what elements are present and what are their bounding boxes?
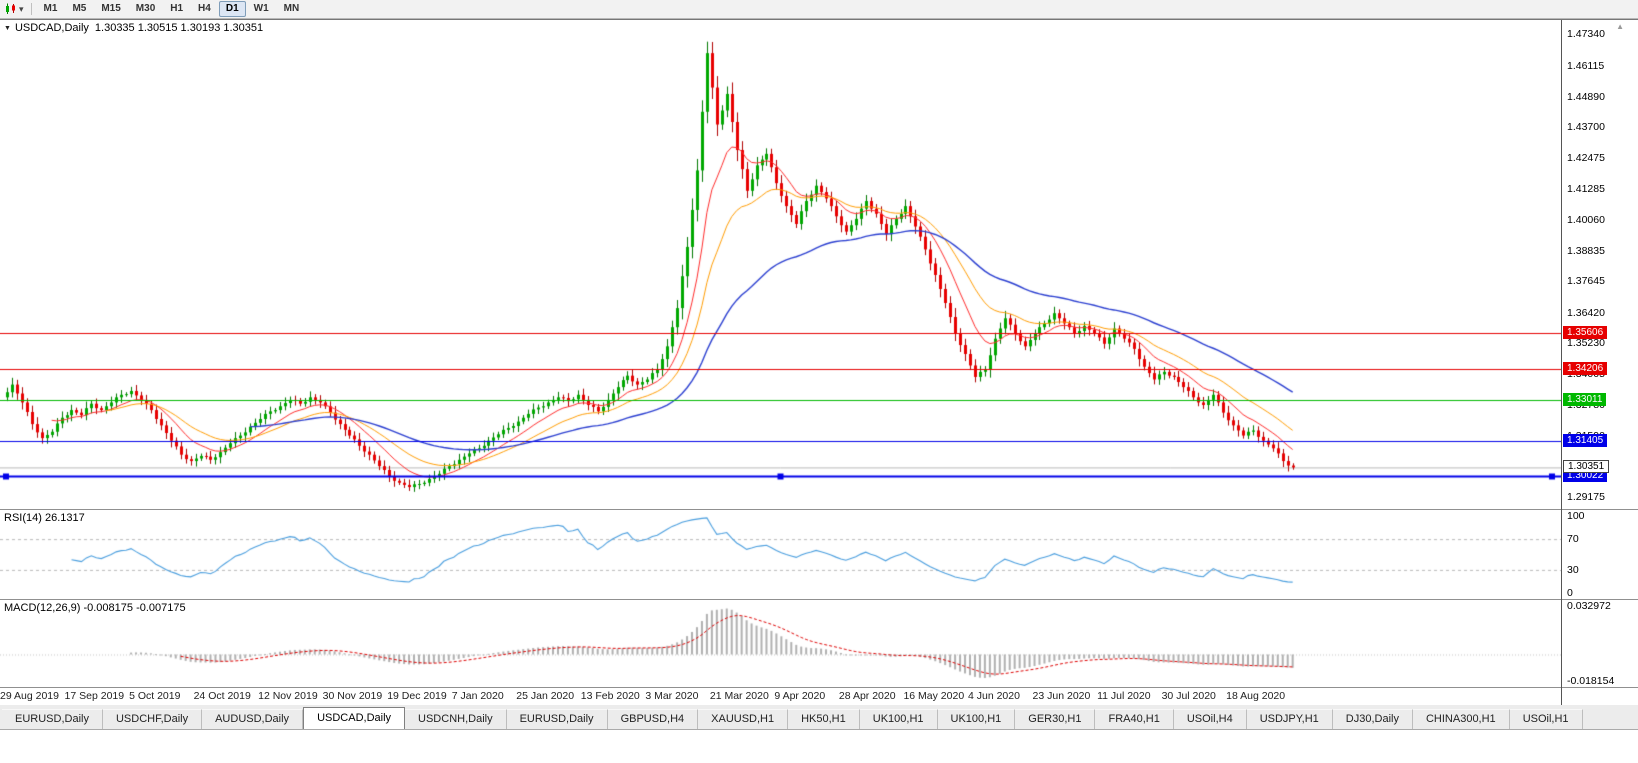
date-axis-label: 23 Jun 2020 [1032,690,1091,702]
timeframe-button-mn[interactable]: MN [283,3,300,14]
chart-title: ▼ USDCAD,Daily 1.30335 1.30515 1.30193 1.3… [4,22,263,34]
date-axis-label: 5 Oct 2019 [129,690,181,702]
timeframe-button-w1[interactable]: W1 [253,3,269,14]
price-pane: ▼ USDCAD,Daily 1.30335 1.30515 1.30193 1.3… [0,20,1638,510]
symbol-tab-usdjpy-h1[interactable]: USDJPY,H1 [1246,709,1333,729]
price-axis-label: 1.36420 [1567,306,1605,319]
price-axis-label: 1.29175 [1567,491,1605,504]
symbol-tabbar: EURUSD,Daily USDCHF,Daily AUDUSD,Daily USDC… [0,705,1638,730]
rsi-axis-label: 30 [1567,563,1579,576]
chart-ohlc-values: 1.30335 1.30515 1.30193 1.30351 [94,22,264,34]
symbol-tab-usoil-h4[interactable]: USOil,H4 [1173,709,1247,729]
date-axis-label: 29 Aug 2019 [0,690,59,702]
price-axis-label: 1.40060 [1567,213,1605,226]
macd-axis-label: -0.018154 [1567,675,1615,687]
symbol-tab-dj30-daily[interactable]: DJ30,Daily [1332,709,1413,729]
timeframe-button-d1[interactable]: D1 [218,1,246,17]
date-axis-label: 25 Jan 2020 [516,690,575,702]
symbol-tab-uk100-h1[interactable]: UK100,H1 [859,709,938,729]
price-axis-label: 1.44890 [1567,90,1605,103]
timeframe-button-m5[interactable]: M5 [72,3,87,14]
date-axis-label: 30 Nov 2019 [322,690,383,702]
timeframe-toolbar: ▾ M1 M5 M15 M30 H1 H4 D1 W1 MN [0,0,1638,19]
date-axis-label: 21 Mar 2020 [709,690,769,702]
hline-price-tag: 1.34206 [1563,362,1608,376]
macd-pane: MACD(12,26,9) -0.008175 -0.007175 0.0329… [0,600,1638,688]
symbol-tab-gbpusd-h4[interactable]: GBPUSD,H4 [607,709,699,729]
date-axis-label: 4 Jun 2020 [967,690,1020,702]
date-axis-label: 7 Jan 2020 [451,690,504,702]
hline-price-tag: 1.33011 [1563,392,1607,406]
price-axis-label: 1.47340 [1567,28,1605,41]
symbol-tab-xauusd-h1[interactable]: XAUUSD,H1 [698,709,789,729]
macd-canvas[interactable] [0,600,1561,687]
date-axis-label: 17 Sep 2019 [64,690,125,702]
date-axis-label: 18 Aug 2020 [1226,690,1286,702]
rsi-axis-label: 100 [1567,510,1585,522]
macd-axis: 0.032972 -0.018154 [1562,600,1638,687]
price-axis: 1.47340 1.46115 1.44890 1.43700 1.42475 1.412… [1562,20,1638,509]
rsi-canvas[interactable] [0,510,1561,599]
collapse-icon[interactable]: ▼ [4,25,11,32]
macd-axis-label: 0.032972 [1567,600,1611,613]
price-axis-label: 1.41285 [1567,182,1605,195]
toolbar-separator [30,3,32,15]
symbol-tab-eurusd-daily[interactable]: EURUSD,Daily [2,709,103,729]
timeframe-button-m1[interactable]: M1 [43,3,58,14]
symbol-tab-fra40-h1[interactable]: FRA40,H1 [1095,709,1174,729]
chart-symbol-label: USDCAD,Daily [14,22,89,34]
symbol-tab-eurusd-daily[interactable]: EURUSD,Daily [506,709,608,729]
rsi-axis: 100 70 30 0 [1562,510,1638,599]
hline-price-tag: 1.31405 [1563,433,1608,447]
price-axis-label: 1.43700 [1567,121,1605,134]
symbol-tab-usdcnh-daily[interactable]: USDCNH,Daily [405,709,507,729]
date-axis: 29 Aug 2019 17 Sep 2019 5 Oct 2019 24 Oct 2… [0,688,1638,704]
bid-price-tag: 1.30351 [1563,460,1610,474]
chart-dropdown-caret-icon[interactable]: ▾ [19,4,24,14]
symbol-tab-usdcad-daily[interactable]: USDCAD,Daily [303,707,406,729]
symbol-tab-ger30-h1[interactable]: GER30,H1 [1015,709,1096,729]
symbol-tab-china300-h1[interactable]: CHINA300,H1 [1412,709,1510,729]
status-bar [0,730,1638,763]
timeframe-buttons: M1 M5 M15 M30 H1 H4 D1 W1 MN [37,1,307,17]
symbol-tab-uk100-h1[interactable]: UK100,H1 [937,709,1016,729]
timeframe-button-h1[interactable]: H1 [170,3,184,14]
price-chart-canvas[interactable] [0,20,1561,509]
symbol-tab-hk50-h1[interactable]: HK50,H1 [788,709,860,729]
price-axis-separator [1561,20,1562,705]
date-axis-label: 9 Apr 2020 [774,690,826,702]
hline-price-tag: 1.35606 [1563,326,1608,340]
date-axis-label: 24 Oct 2019 [193,690,251,702]
date-axis-label: 11 Jul 2020 [1097,690,1151,702]
price-axis-label: 1.42475 [1567,152,1605,165]
timeframe-button-m15[interactable]: M15 [101,3,121,14]
date-axis-label: 13 Feb 2020 [580,690,640,702]
date-axis-label: 19 Dec 2019 [387,690,447,702]
timeframe-button-m30[interactable]: M30 [135,3,156,14]
scroll-up-icon[interactable]: ▲ [1616,22,1624,31]
date-axis-label: 3 Mar 2020 [645,690,699,702]
symbol-tab-usoil-h1[interactable]: USOil,H1 [1509,709,1583,729]
rsi-pane: RSI(14) 26.1317 100 70 30 0 [0,510,1638,600]
rsi-label: RSI(14) 26.1317 [4,512,85,524]
chart-window: ▼ USDCAD,Daily 1.30335 1.30515 1.30193 1.3… [0,19,1638,705]
timeframe-button-h4[interactable]: H4 [198,3,211,14]
chart-candles-icon[interactable] [4,3,18,15]
symbol-tab-audusd-daily[interactable]: AUDUSD,Daily [202,709,304,729]
rsi-axis-label: 70 [1567,533,1579,546]
price-axis-label: 1.37645 [1567,275,1605,288]
price-axis-label: 1.38835 [1567,245,1605,258]
date-axis-label: 30 Jul 2020 [1161,690,1216,702]
symbol-tab-usdchf-daily[interactable]: USDCHF,Daily [102,709,203,729]
date-axis-label: 12 Nov 2019 [258,690,318,702]
macd-label: MACD(12,26,9) -0.008175 -0.007175 [4,602,186,614]
price-axis-label: 1.46115 [1567,59,1605,72]
date-axis-label: 16 May 2020 [903,690,965,702]
date-axis-label: 28 Apr 2020 [838,690,896,702]
rsi-axis-label: 0 [1567,587,1573,599]
price-axis-label: 1.35230 [1567,337,1605,350]
